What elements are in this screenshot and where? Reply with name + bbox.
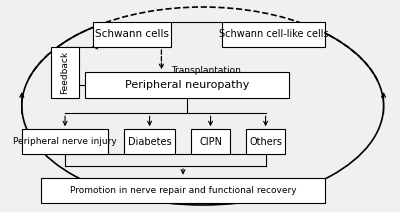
FancyBboxPatch shape [222,22,324,47]
FancyBboxPatch shape [85,72,289,98]
FancyBboxPatch shape [42,178,324,203]
Text: Peripheral nerve injury: Peripheral nerve injury [13,137,117,146]
Text: Schwann cell-like cells: Schwann cell-like cells [219,29,328,39]
Text: Transplantation: Transplantation [171,66,241,75]
FancyBboxPatch shape [30,0,376,28]
Text: CIPN: CIPN [199,137,222,147]
Text: Others: Others [249,137,282,147]
FancyBboxPatch shape [22,129,108,154]
FancyBboxPatch shape [51,47,79,98]
Text: Peripheral neuropathy: Peripheral neuropathy [125,80,249,90]
FancyBboxPatch shape [124,129,175,154]
Text: Diabetes: Diabetes [128,137,172,147]
Text: Feedback: Feedback [60,51,70,94]
FancyBboxPatch shape [246,129,285,154]
FancyBboxPatch shape [92,22,171,47]
Text: Promotion in nerve repair and functional recovery: Promotion in nerve repair and functional… [70,186,296,195]
Text: Schwann cells: Schwann cells [95,29,169,39]
FancyBboxPatch shape [191,129,230,154]
